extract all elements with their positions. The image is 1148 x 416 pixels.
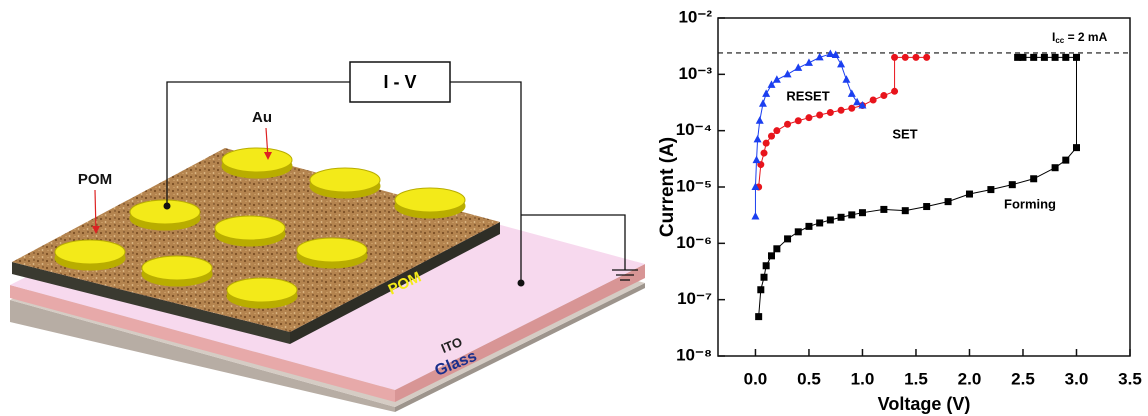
marker (763, 262, 770, 269)
marker (912, 54, 919, 61)
marker (880, 206, 887, 213)
marker (773, 75, 781, 83)
figure: I - V Au POM POM ITO Glass Current (A) V… (0, 0, 1148, 416)
marker (794, 63, 802, 71)
y-axis-title: Current (A) (657, 137, 678, 237)
marker (966, 191, 973, 198)
marker (827, 109, 834, 116)
marker (762, 89, 770, 97)
x-tick-label: 1.0 (851, 369, 875, 388)
marker (759, 99, 767, 107)
marker (842, 75, 850, 83)
compliance-label: Icc = 2 mA (1052, 30, 1108, 45)
contact (164, 203, 171, 210)
y-tick-label: 10⁻⁷ (677, 289, 712, 308)
marker (795, 117, 802, 124)
marker (768, 252, 775, 259)
marker (880, 92, 887, 99)
x-tick-label: 3.5 (1118, 369, 1142, 388)
marker (1073, 54, 1080, 61)
marker (805, 223, 812, 230)
marker (1062, 157, 1069, 164)
x-tick-label: 2.0 (958, 369, 982, 388)
marker (784, 235, 791, 242)
marker (756, 116, 764, 124)
contact (518, 280, 525, 287)
marker (827, 216, 834, 223)
y-tick-label: 10⁻² (678, 7, 712, 26)
series-label: SET (892, 126, 917, 141)
marker (945, 198, 952, 205)
marker (751, 212, 759, 220)
marker (859, 209, 866, 216)
marker (755, 313, 762, 320)
instrument-label: I - V (383, 72, 416, 92)
x-tick-label: 1.5 (904, 369, 928, 388)
marker (773, 127, 780, 134)
marker (838, 107, 845, 114)
marker (754, 135, 762, 143)
marker (848, 105, 855, 112)
marker (902, 54, 909, 61)
marker (761, 150, 768, 157)
marker (891, 88, 898, 95)
marker (1052, 164, 1059, 171)
series-label: Forming (1004, 196, 1056, 211)
marker (753, 156, 761, 164)
marker (1030, 175, 1037, 182)
marker (923, 54, 930, 61)
marker (1009, 181, 1016, 188)
marker (784, 121, 791, 128)
marker (848, 211, 855, 218)
marker (1073, 144, 1080, 151)
marker (853, 98, 861, 106)
y-tick-label: 10⁻³ (678, 64, 712, 83)
compliance-label-part: = 2 mA (1064, 30, 1107, 44)
marker (773, 245, 780, 252)
marker (1030, 54, 1037, 61)
marker (816, 111, 823, 118)
x-tick-label: 0.5 (797, 369, 821, 388)
marker (1041, 54, 1048, 61)
marker (805, 114, 812, 121)
marker (784, 70, 792, 78)
x-tick-label: 2.5 (1011, 369, 1035, 388)
y-tick-label: 10⁻⁴ (676, 120, 712, 139)
marker (763, 140, 770, 147)
marker (870, 97, 877, 104)
marker (1014, 54, 1021, 61)
plot-frame (718, 18, 1130, 356)
marker (923, 203, 930, 210)
marker (1052, 54, 1059, 61)
marker (795, 228, 802, 235)
series-label: RESET (786, 88, 829, 103)
marker (816, 219, 823, 226)
layer-label: POM (78, 171, 112, 188)
y-tick-label: 10⁻⁵ (676, 176, 712, 195)
marker (837, 60, 845, 68)
marker (902, 207, 909, 214)
marker (848, 89, 856, 97)
chart: Current (A) Voltage (V) 10⁻⁸ 10⁻⁷ 10⁻⁶ 10⁻⁵… (657, 7, 1142, 413)
marker (761, 274, 768, 281)
electrode-label: Au (252, 109, 272, 126)
marker (757, 286, 764, 293)
x-tick-label: 3.0 (1065, 369, 1089, 388)
y-tick-label: 10⁻⁶ (676, 233, 712, 252)
marker (987, 186, 994, 193)
marker (891, 54, 898, 61)
x-axis-title: Voltage (V) (878, 394, 971, 414)
marker (1062, 54, 1069, 61)
marker (768, 133, 775, 140)
marker (838, 214, 845, 221)
device-diagram: I - V Au POM POM ITO Glass (10, 62, 645, 412)
marker (805, 58, 813, 65)
y-tick-label: 10⁻⁸ (676, 345, 712, 364)
x-tick-label: 0.0 (744, 369, 768, 388)
